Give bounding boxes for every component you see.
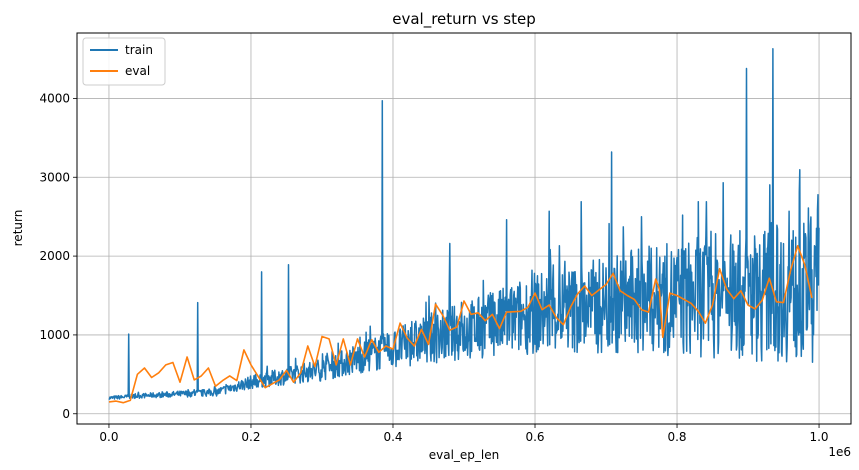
train-series — [108, 48, 820, 401]
y-tick-label: 0 — [62, 407, 70, 421]
y-tick-label: 4000 — [39, 91, 70, 105]
y-axis: 0 1000 2000 3000 4000 — [39, 91, 77, 421]
y-axis-label: return — [11, 210, 25, 247]
x-tick-label: 0.8 — [667, 430, 686, 444]
x-tick-label: 0.2 — [241, 430, 260, 444]
x-axis: 0.0 0.2 0.4 0.6 0.8 1.0 — [99, 424, 829, 444]
plot-frame — [76, 32, 852, 425]
eval-series — [108, 245, 813, 404]
chart-title: eval_return vs step — [392, 10, 536, 29]
x-tick-label: 1.0 — [809, 430, 828, 444]
x-tick-label: 0.4 — [383, 430, 402, 444]
legend-eval-label: eval — [125, 64, 150, 78]
x-tick-label: 0.6 — [525, 430, 544, 444]
y-tick-label: 2000 — [39, 249, 70, 263]
x-axis-label: eval_ep_len — [429, 448, 500, 462]
x-tick-label: 0.0 — [99, 430, 118, 444]
grid — [77, 33, 851, 424]
x-offset-label: 1e6 — [828, 445, 851, 459]
legend: train eval — [82, 37, 166, 86]
train-line — [108, 48, 820, 401]
y-tick-label: 1000 — [39, 328, 70, 342]
legend-train-label: train — [125, 43, 153, 57]
y-tick-label: 3000 — [39, 170, 70, 184]
eval-line — [108, 245, 813, 404]
